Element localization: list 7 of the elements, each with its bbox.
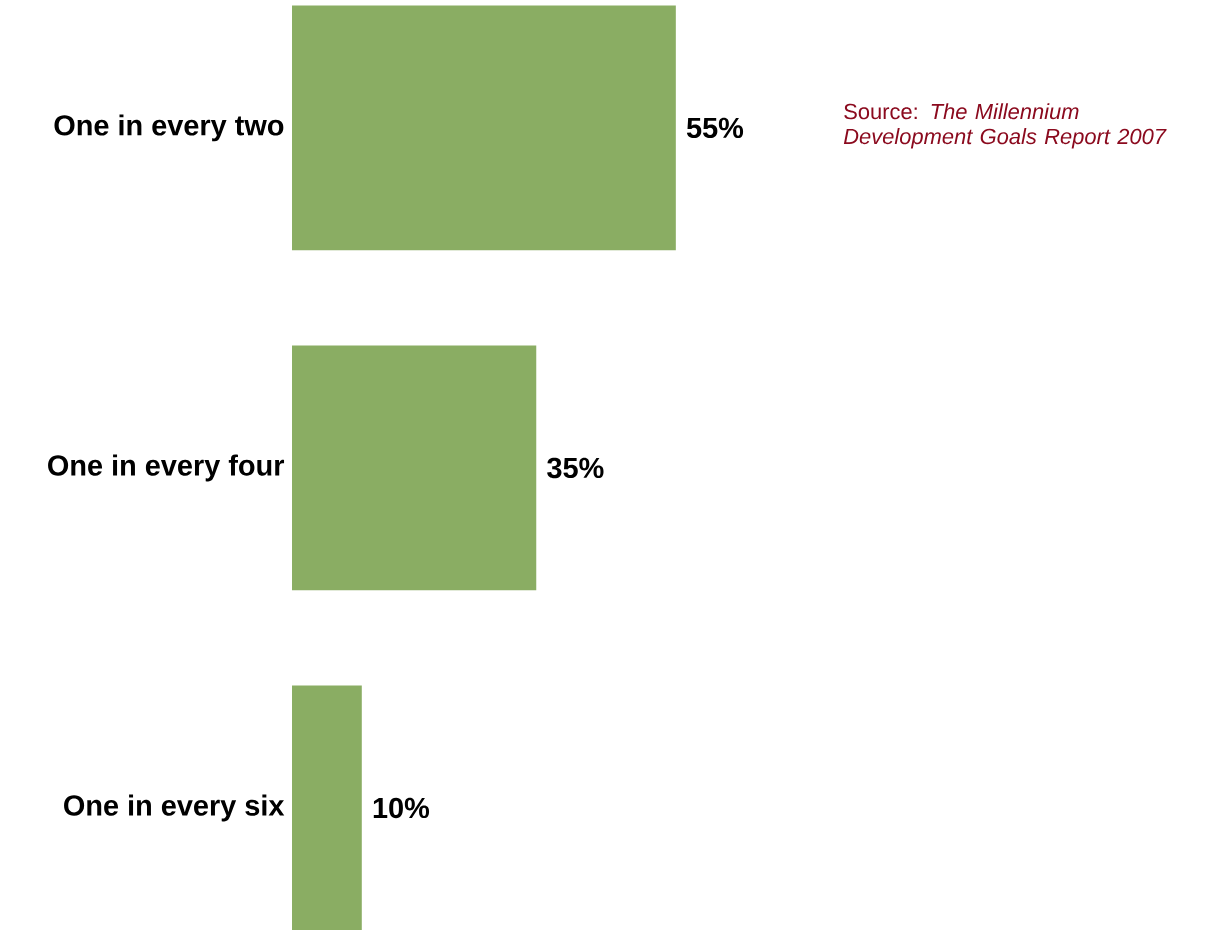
y-tick-label: One in every six — [64, 794, 285, 822]
data-label: 55% — [686, 117, 744, 138]
data-label: 35% — [547, 457, 604, 478]
data-label: 10% — [373, 797, 430, 819]
y-tick-label: One in every four — [48, 454, 285, 482]
y-tick-label: One in every two — [54, 114, 284, 142]
source-note: Source: The Millennium Development Goals Report 2007 — [843, 103, 1167, 149]
